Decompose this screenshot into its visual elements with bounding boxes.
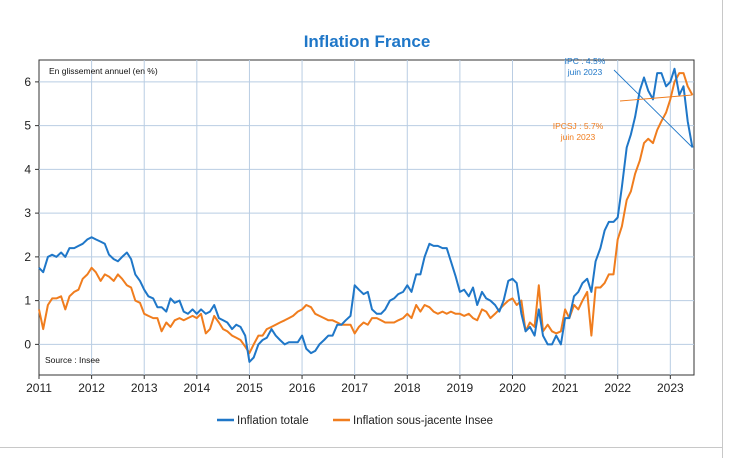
annotation-label: juin 2023 (567, 67, 603, 77)
annotation-leader (613, 69, 693, 148)
annotation-leader (619, 94, 693, 102)
y-tick-label: 1 (24, 294, 31, 308)
x-tick-label: 2022 (604, 381, 631, 395)
chart-title: Inflation France (304, 32, 431, 51)
grid-lines (39, 60, 694, 375)
series-layer (38, 67, 694, 363)
frame-divider-right (722, 0, 723, 458)
y-tick-label: 3 (24, 206, 31, 220)
annotation-label: juin 2023 (560, 132, 596, 142)
annotation-label: IPCSJ : 5.7% (553, 121, 604, 131)
x-tick-label: 2019 (447, 381, 474, 395)
y-tick-label: 6 (24, 75, 31, 89)
y-tick-label: 0 (24, 337, 31, 351)
x-tick-label: 2012 (78, 381, 105, 395)
x-tick-label: 2020 (499, 381, 526, 395)
x-tick-label: 2023 (657, 381, 684, 395)
x-tick-label: 2021 (552, 381, 579, 395)
source-label: Source : Insee (45, 355, 100, 365)
x-tick-label: 2016 (289, 381, 316, 395)
y-axis: 0 1 2 3 4 5 6 (24, 75, 39, 351)
x-tick-label: 2014 (183, 381, 210, 395)
series-line-inflation-totale (38, 67, 694, 363)
series-line-inflation-sous-jacente (38, 72, 694, 355)
x-tick-label: 2018 (394, 381, 421, 395)
x-tick-label: 2017 (341, 381, 368, 395)
annotation-label: IPC : 4.5% (565, 56, 606, 66)
legend-label-inflation-totale: Inflation totale (237, 415, 309, 427)
y-axis-label: En glissement annuel (en %) (49, 66, 158, 76)
y-tick-label: 5 (24, 119, 31, 133)
legend: Inflation totale Inflation sous-jacente … (217, 415, 493, 427)
legend-label-inflation-sous-jacente: Inflation sous-jacente Insee (353, 415, 493, 427)
x-axis: 2011 2012 2013 2014 2015 2016 2017 2018 2019 2020… (26, 375, 684, 395)
x-tick-label: 2011 (26, 381, 52, 395)
y-tick-label: 2 (24, 250, 31, 264)
frame-divider-bottom (0, 447, 723, 448)
y-tick-label: 4 (24, 162, 31, 176)
plot-area (38, 59, 695, 376)
x-tick-label: 2015 (236, 381, 263, 395)
x-tick-label: 2013 (131, 381, 158, 395)
